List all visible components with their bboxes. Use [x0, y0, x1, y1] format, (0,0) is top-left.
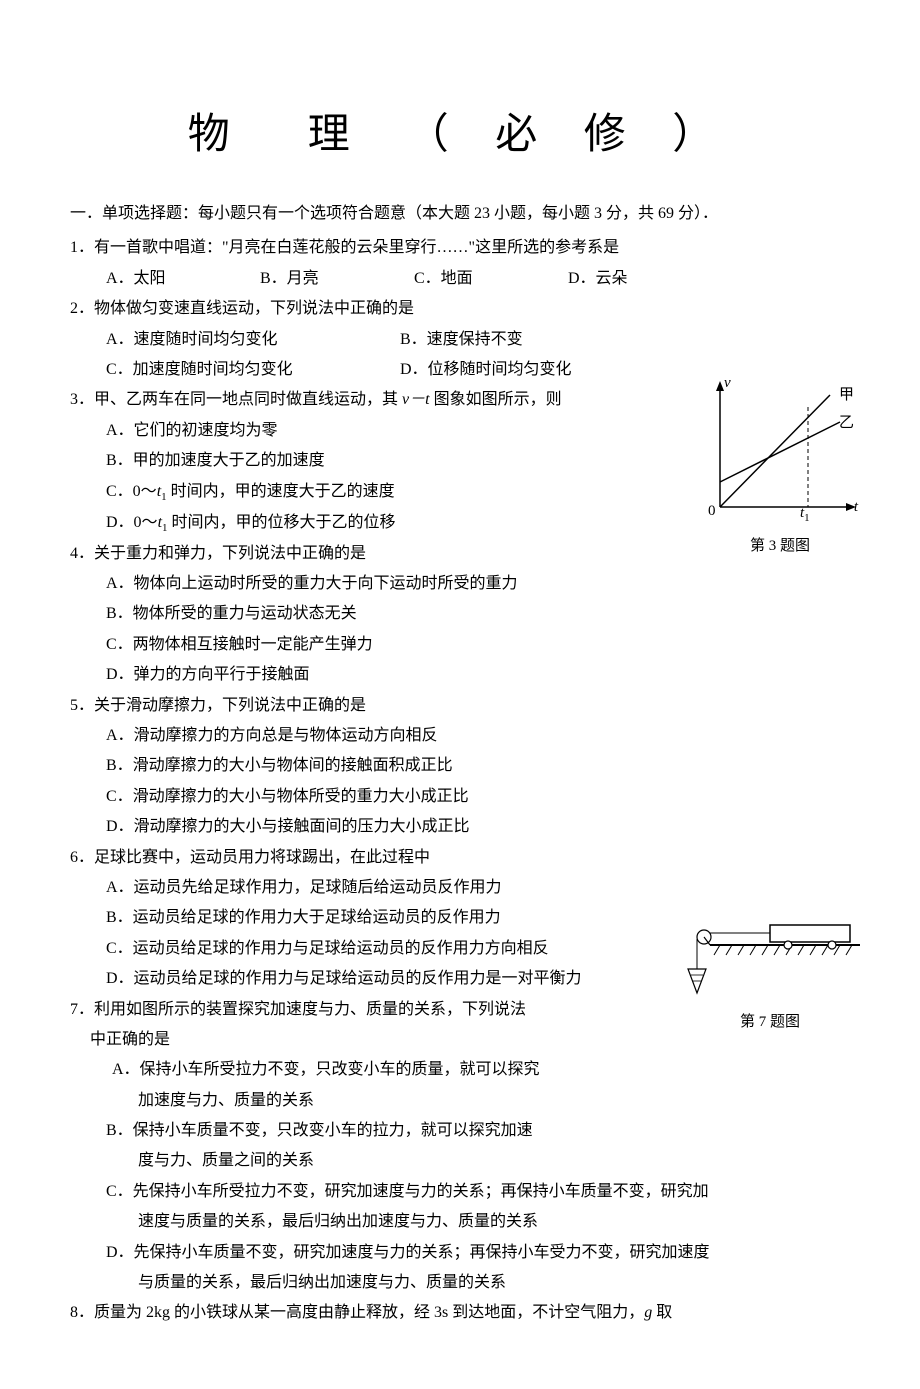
q2-opt-d: D．位移随时间均匀变化 — [400, 355, 572, 385]
q6-opt-a: A．运动员先给足球作用力，足球随后给运动员反作用力 — [70, 873, 850, 903]
question-4: 4．关于重力和弹力，下列说法中正确的是 A．物体向上运动时所受的重力大于向下运动… — [70, 539, 850, 691]
q4-stem: 4．关于重力和弹力，下列说法中正确的是 — [70, 539, 850, 569]
q3-opt-c: C．0～t1 时间内，甲的速度大于乙的速度 — [70, 477, 850, 508]
cart-pulley-icon — [680, 915, 860, 1003]
q1-options: A．太阳 B．月亮 C．地面 D．云朵 — [70, 264, 850, 294]
q5-opt-a: A．滑动摩擦力的方向总是与物体运动方向相反 — [70, 721, 850, 751]
q7-stem-2: 中正确的是 — [70, 1025, 850, 1055]
q2-stem: 2．物体做匀变速直线运动，下列说法中正确的是 — [70, 294, 850, 324]
content-wrap: 一．单项选择题：每小题只有一个选项符合题意（本大题 23 小题，每小题 3 分，… — [70, 199, 850, 1329]
page-title: 物 理 （ 必 修 ） — [70, 100, 850, 161]
q7-opt-b-2: 度与力、质量之间的关系 — [70, 1146, 850, 1176]
q1-stem: 1．有一首歌中唱道："月亮在白莲花般的云朵里穿行……"这里所选的参考系是 — [70, 233, 850, 263]
q7-opt-d-2: 与质量的关系，最后归纳出加速度与力、质量的关系 — [70, 1268, 850, 1298]
q4-opt-d: D．弹力的方向平行于接触面 — [70, 660, 850, 690]
q4-opt-b: B．物体所受的重力与运动状态无关 — [70, 599, 850, 629]
q7-opt-d-1: D．先保持小车质量不变，研究加速度与力的关系；再保持小车受力不变，研究加速度 — [70, 1238, 850, 1268]
q7-opt-a-2: 加速度与力、质量的关系 — [70, 1086, 850, 1116]
q2-opt-c: C．加速度随时间均匀变化 — [106, 355, 396, 385]
q8-stem: 8．质量为 2kg 的小铁球从某一高度由静止释放，经 3s 到达地面，不计空气阻… — [70, 1298, 850, 1328]
q4-opt-a: A．物体向上运动时所受的重力大于向下运动时所受的重力 — [70, 569, 850, 599]
q7-opt-b-1: B．保持小车质量不变，只改变小车的拉力，就可以探究加速 — [70, 1116, 850, 1146]
q7-opt-a-1: A．保持小车所受拉力不变，只改变小车的质量，就可以探究 — [70, 1055, 850, 1085]
q4-opt-c: C．两物体相互接触时一定能产生弹力 — [70, 630, 850, 660]
q1-opt-b: B．月亮 — [260, 264, 410, 294]
q5-opt-b: B．滑动摩擦力的大小与物体间的接触面积成正比 — [70, 751, 850, 781]
q5-opt-d: D．滑动摩擦力的大小与接触面间的压力大小成正比 — [70, 812, 850, 842]
q6-stem: 6．足球比赛中，运动员用力将球踢出，在此过程中 — [70, 843, 850, 873]
q5-opt-c: C．滑动摩擦力的大小与物体所受的重力大小成正比 — [70, 782, 850, 812]
fig3-t-label: t — [854, 499, 858, 516]
q3-opt-a: A．它们的初速度均为零 — [70, 416, 850, 446]
q7-opt-c-2: 速度与质量的关系，最后归纳出加速度与力、质量的关系 — [70, 1207, 850, 1237]
q1-opt-d: D．云朵 — [568, 264, 628, 294]
section-heading: 一．单项选择题：每小题只有一个选项符合题意（本大题 23 小题，每小题 3 分，… — [70, 199, 850, 229]
q3-opt-b: B．甲的加速度大于乙的加速度 — [70, 446, 850, 476]
q3-stem: 3．甲、乙两车在同一地点同时做直线运动，其 v－t 图象如图所示，则 — [70, 385, 850, 415]
q2-opt-a: A．速度随时间均匀变化 — [106, 325, 396, 355]
question-2: 2．物体做匀变速直线运动，下列说法中正确的是 A．速度随时间均匀变化 B．速度保… — [70, 294, 850, 385]
q2-opt-b: B．速度保持不变 — [400, 325, 523, 355]
q2-options-row1: A．速度随时间均匀变化 B．速度保持不变 — [70, 325, 850, 355]
q5-stem: 5．关于滑动摩擦力，下列说法中正确的是 — [70, 691, 850, 721]
question-1: 1．有一首歌中唱道："月亮在白莲花般的云朵里穿行……"这里所选的参考系是 A．太… — [70, 233, 850, 294]
q1-opt-a: A．太阳 — [106, 264, 256, 294]
q1-opt-c: C．地面 — [414, 264, 564, 294]
question-5: 5．关于滑动摩擦力，下列说法中正确的是 A．滑动摩擦力的方向总是与物体运动方向相… — [70, 691, 850, 843]
question-8: 8．质量为 2kg 的小铁球从某一高度由静止释放，经 3s 到达地面，不计空气阻… — [70, 1298, 850, 1328]
question-3: 3．甲、乙两车在同一地点同时做直线运动，其 v－t 图象如图所示，则 A．它们的… — [70, 385, 850, 538]
q3-opt-d: D．0～t1 时间内，甲的位移大于乙的位移 — [70, 508, 850, 539]
q7-opt-c-1: C．先保持小车所受拉力不变，研究加速度与力的关系；再保持小车质量不变，研究加 — [70, 1177, 850, 1207]
q7-stem-1: 7．利用如图所示的装置探究加速度与力、质量的关系，下列说法 — [70, 995, 850, 1025]
question-7: 7．利用如图所示的装置探究加速度与力、质量的关系，下列说法 中正确的是 A．保持… — [70, 995, 850, 1299]
